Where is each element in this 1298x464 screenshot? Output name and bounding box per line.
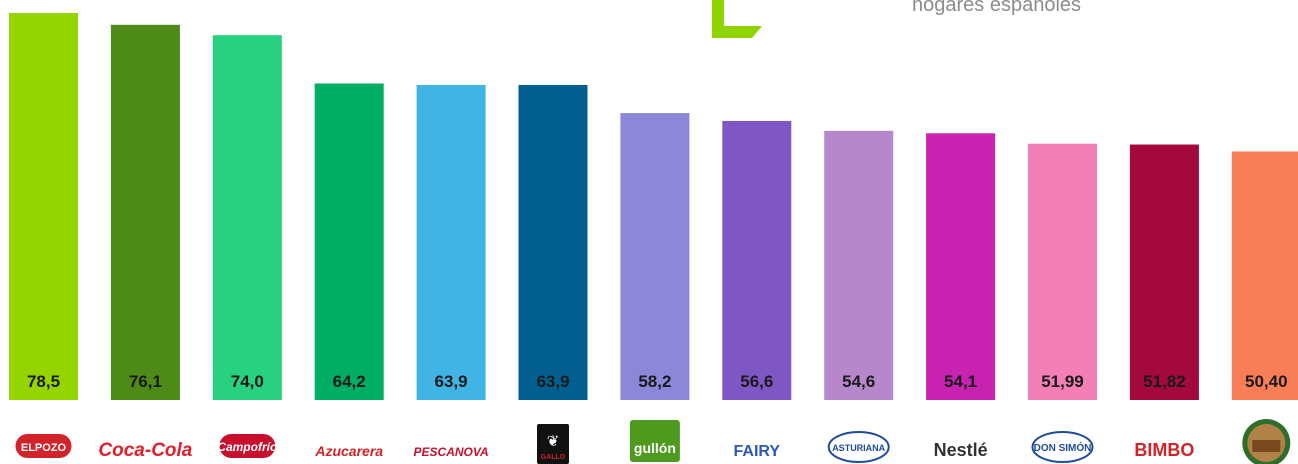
svg-text:DON SIMÓN: DON SIMÓN <box>1034 441 1092 454</box>
svg-text:Campofrío: Campofrío <box>217 440 277 454</box>
azucarera-logo: Azucarera <box>314 443 383 459</box>
svg-text:❦: ❦ <box>547 433 560 450</box>
svg-text:Nestlé: Nestlé <box>934 440 988 460</box>
value-label-11: 51,82 <box>1143 372 1186 391</box>
value-labels-group: 78,5 76,1 74,0 64,2 63,9 63,9 58,2 56,6 54,6 54,1… <box>27 372 1288 391</box>
value-label-7: 56,6 <box>740 372 773 391</box>
don-simon-logo: DON SIMÓN <box>1031 431 1094 463</box>
svg-text:Azucarera: Azucarera <box>314 443 383 459</box>
bar-5 <box>518 84 588 401</box>
value-label-1: 76,1 <box>129 372 162 391</box>
svg-text:gullón: gullón <box>634 440 676 456</box>
bar-9 <box>926 133 996 401</box>
bar-11 <box>1129 144 1199 400</box>
value-label-2: 74,0 <box>231 372 264 391</box>
svg-text:GALLO: GALLO <box>541 454 566 461</box>
svg-text:PESCANOVA: PESCANOVA <box>414 445 489 459</box>
svg-text:Coca-Cola: Coca-Cola <box>98 440 192 461</box>
value-label-5: 63,9 <box>536 372 569 391</box>
nestle-logo: Nestlé <box>934 440 988 460</box>
gallo-logo: ❦ GALLO <box>537 424 569 464</box>
bar-2 <box>212 35 282 401</box>
bar-0 <box>9 12 78 401</box>
svg-text:ASTURIANA: ASTURIANA <box>832 443 885 453</box>
bars-group <box>9 12 1298 401</box>
svg-text:BIMBO: BIMBO <box>1134 440 1194 460</box>
brand-logos-group: ELPOZO Coca-Cola Campofrío Azucarera PESCANO… <box>15 419 1291 464</box>
value-label-12: 50,40 <box>1245 372 1288 391</box>
value-label-6: 58,2 <box>638 372 671 391</box>
bar-4 <box>416 84 486 401</box>
bar-1 <box>110 24 180 401</box>
fairy-logo: FAIRY <box>734 443 781 460</box>
bimbo-logo: BIMBO <box>1134 440 1194 460</box>
casa-tarradellas-logo <box>1242 419 1291 464</box>
value-label-9: 54,1 <box>944 372 977 391</box>
svg-text:ELPOZO: ELPOZO <box>21 442 67 454</box>
coca-cola-logo: Coca-Cola <box>98 440 192 461</box>
value-label-0: 78,5 <box>27 372 60 391</box>
value-label-10: 51,99 <box>1041 372 1084 391</box>
value-label-4: 63,9 <box>435 372 468 391</box>
asturiana-logo: ASTURIANA <box>827 431 890 463</box>
bar-3 <box>314 83 384 400</box>
campofrio-logo: Campofrío <box>217 434 277 458</box>
header-subtitle: hogares españoles <box>912 0 1082 16</box>
value-label-8: 54,6 <box>842 372 875 391</box>
value-label-3: 64,2 <box>333 372 366 391</box>
bar-8 <box>824 130 894 400</box>
pescanova-logo: PESCANOVA <box>414 445 489 459</box>
svg-text:FAIRY: FAIRY <box>734 443 781 460</box>
elpozo-logo: ELPOZO <box>15 434 72 458</box>
bar-12 <box>1231 151 1298 400</box>
gullon-logo: gullón <box>629 420 680 462</box>
bar-7 <box>722 120 792 400</box>
header-accent-mark <box>712 0 762 38</box>
bar-10 <box>1028 143 1097 400</box>
bar-6 <box>620 113 690 400</box>
